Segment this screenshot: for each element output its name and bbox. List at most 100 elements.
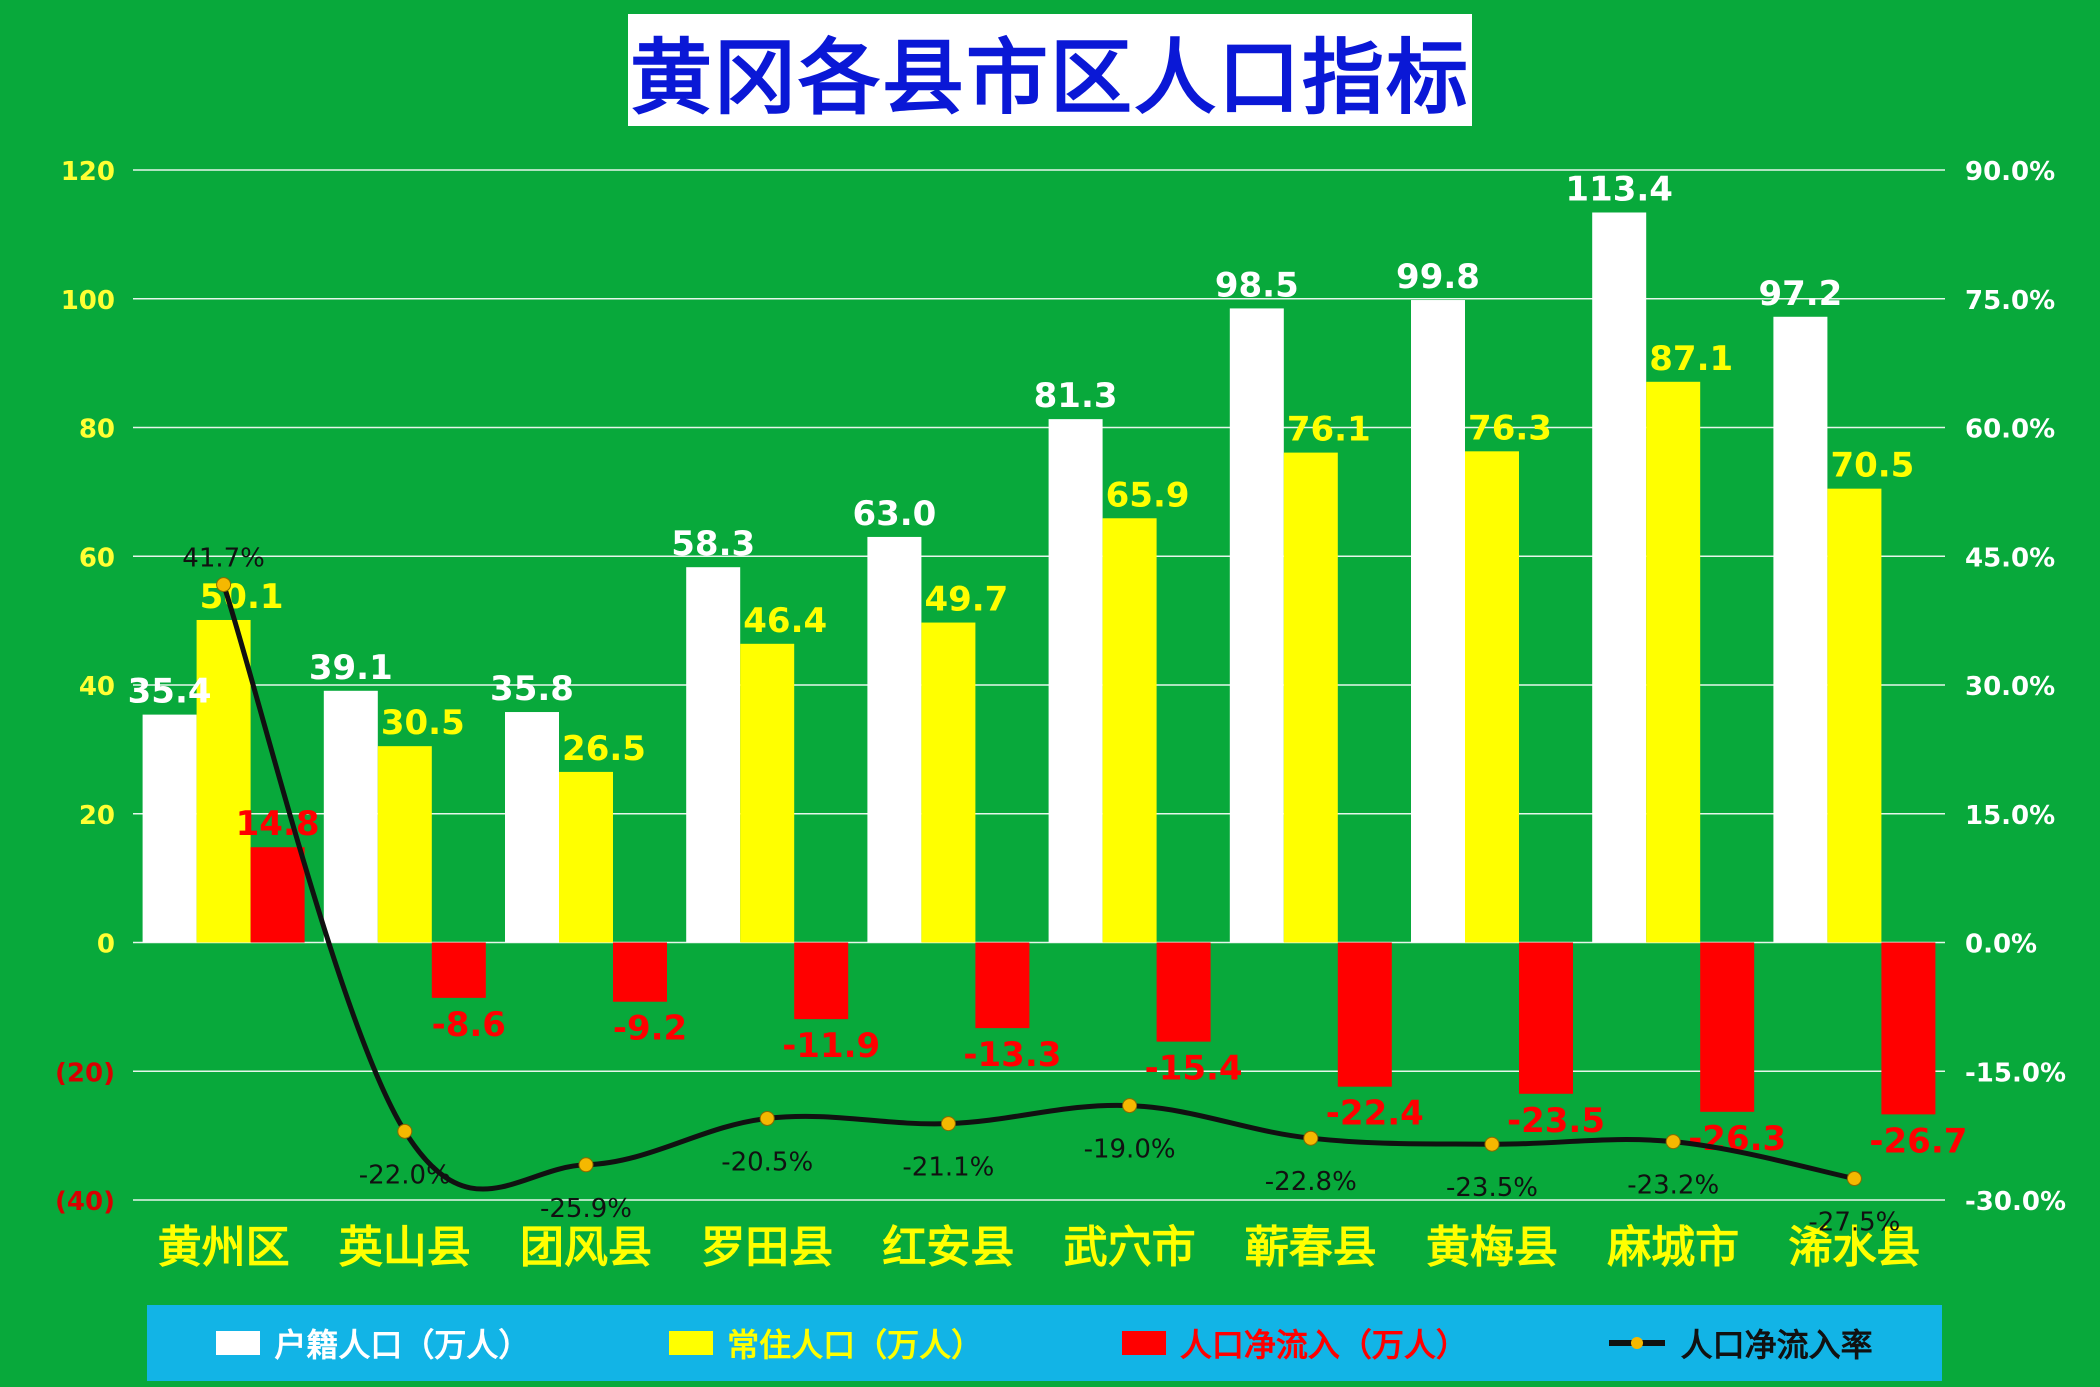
rate-point [759, 1110, 775, 1126]
y-right-tick-label: 75.0% [1965, 286, 2055, 316]
rate-point [1484, 1136, 1500, 1152]
y-left-tick-label: (40) [55, 1187, 115, 1217]
x-category-label: 蕲春县 [1245, 1222, 1377, 1273]
data-label-rate: -27.5% [1808, 1208, 1900, 1238]
y-right-tick-label: 60.0% [1965, 415, 2055, 445]
bar-resident [196, 619, 251, 943]
y-right-tick-label: 0.0% [1965, 930, 2037, 960]
data-label-net-inflow: -13.3 [963, 1035, 1061, 1075]
data-label-household: 81.3 [1034, 376, 1118, 416]
data-label-net-inflow: 14.8 [236, 804, 320, 844]
bar-household [505, 712, 559, 943]
data-label-resident: 87.1 [1649, 339, 1733, 379]
x-category-label: 红安县 [882, 1222, 1014, 1273]
data-label-resident: 50.1 [200, 577, 284, 617]
legend-item-household[interactable]: 户籍人口（万人） [216, 1320, 530, 1366]
bar-resident [1827, 488, 1882, 943]
bar-household [686, 567, 741, 943]
y-right-tick-label: 90.0% [1965, 157, 2055, 187]
bar-resident [559, 771, 613, 943]
bar-net-inflow [250, 847, 305, 943]
rate-point [397, 1123, 413, 1139]
data-label-resident: 65.9 [1106, 475, 1190, 515]
data-label-resident: 30.5 [381, 703, 465, 743]
rate-point [216, 577, 232, 593]
data-label-rate: -25.9% [540, 1194, 632, 1224]
y-left-tick-label: 0 [97, 930, 115, 960]
bar-net-inflow [975, 942, 1030, 1029]
data-label-net-inflow: -8.6 [432, 1005, 506, 1045]
data-label-resident: 70.5 [1830, 446, 1914, 486]
legend-label-household: 户籍人口（万人） [274, 1326, 531, 1364]
bar-resident [377, 746, 432, 943]
bar-resident [1646, 381, 1701, 943]
rate-point [1303, 1130, 1319, 1146]
data-label-rate: -20.5% [721, 1147, 813, 1177]
bar-net-inflow [1519, 942, 1573, 1094]
x-category-label: 黄梅县 [1426, 1222, 1558, 1273]
rate-point [1122, 1098, 1138, 1114]
legend-swatch-net-inflow [1121, 1331, 1166, 1355]
bar-resident [1102, 518, 1157, 943]
bar-net-inflow [1156, 942, 1211, 1042]
legend-label-rate: 人口净流入率 [1680, 1326, 1873, 1364]
x-category-label: 麻城市 [1607, 1222, 1739, 1273]
data-label-household: 39.1 [309, 648, 393, 688]
data-label-net-inflow: -9.2 [613, 1009, 687, 1049]
bar-net-inflow [1337, 942, 1392, 1087]
bar-net-inflow [1700, 942, 1755, 1112]
legend-swatch-household [216, 1331, 261, 1355]
data-label-net-inflow: -11.9 [782, 1026, 880, 1066]
x-category-label: 武穴市 [1064, 1222, 1196, 1273]
y-left-tick-label: 20 [79, 801, 115, 831]
data-label-household: 58.3 [671, 524, 755, 564]
legend-item-rate[interactable]: 人口净流入率 [1607, 1320, 1873, 1366]
bar-household [1411, 300, 1465, 943]
legend-item-net-inflow[interactable]: 人口净流入（万人） [1121, 1320, 1468, 1366]
legend-item-resident[interactable]: 常住人口（万人） [669, 1320, 983, 1366]
data-label-rate: -19.0% [1084, 1135, 1176, 1165]
legend-swatch-resident [669, 1331, 714, 1355]
data-label-household: 98.5 [1215, 265, 1299, 305]
y-left-tick-label: 120 [61, 157, 115, 187]
data-label-rate: 41.7% [182, 544, 265, 574]
chart-title-box: 黄冈各县市区人口指标 [628, 14, 1472, 126]
data-label-rate: -22.0% [359, 1160, 451, 1190]
y-right-tick-label: 30.0% [1965, 672, 2055, 702]
chart-title: 黄冈各县市区人口指标 [629, 30, 1470, 126]
data-label-net-inflow: -23.5 [1507, 1101, 1605, 1141]
data-label-rate: -23.2% [1627, 1171, 1719, 1201]
y-left-tick-label: (20) [55, 1058, 115, 1088]
data-label-net-inflow: -26.7 [1869, 1121, 1967, 1161]
rate-point [1665, 1134, 1681, 1150]
data-label-resident: 49.7 [924, 580, 1008, 620]
legend-label-resident: 常住人口（万人） [727, 1326, 984, 1364]
data-label-household: 113.4 [1565, 169, 1673, 209]
bar-resident [740, 643, 795, 943]
data-label-rate: -23.5% [1446, 1173, 1538, 1203]
bar-net-inflow [431, 942, 486, 998]
y-right-tick-label: -15.0% [1965, 1058, 2066, 1088]
data-label-household: 35.8 [490, 669, 574, 709]
y-right-tick-label: -30.0% [1965, 1187, 2066, 1217]
bar-resident [921, 622, 976, 943]
data-label-net-inflow: -15.4 [1145, 1049, 1243, 1089]
bar-resident [1283, 452, 1338, 943]
data-label-household: 63.0 [852, 494, 936, 534]
legend: 户籍人口（万人） 常住人口（万人） 人口净流入（万人） 人口净流入率 [147, 1305, 1942, 1381]
legend-label-net-inflow: 人口净流入（万人） [1179, 1326, 1468, 1364]
legend-line-rate-icon [1608, 1337, 1665, 1349]
data-label-rate: -21.1% [902, 1153, 994, 1183]
y-left-tick-label: 40 [79, 672, 115, 702]
x-category-label: 团风县 [520, 1222, 652, 1273]
data-label-resident: 76.1 [1287, 410, 1371, 450]
rate-point [1846, 1171, 1862, 1187]
y-left-tick-label: 100 [61, 286, 115, 316]
data-label-resident: 46.4 [743, 601, 827, 641]
bar-net-inflow [613, 942, 667, 1002]
y-left-tick-label: 80 [79, 415, 115, 445]
bar-household [142, 714, 197, 943]
bar-net-inflow [794, 942, 849, 1020]
data-label-net-inflow: -22.4 [1326, 1094, 1424, 1134]
